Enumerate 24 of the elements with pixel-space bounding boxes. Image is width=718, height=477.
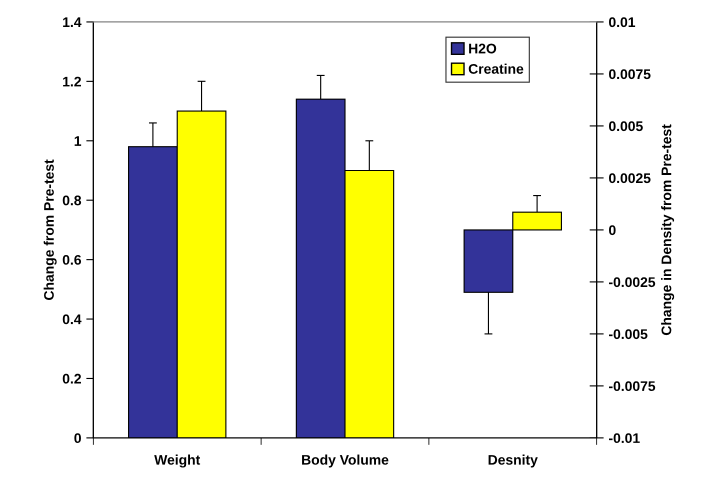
y2-tick-label: 0.0025 (609, 173, 651, 184)
x-tick-label: Weight (154, 454, 200, 468)
y-tick-label: 0 (74, 433, 81, 444)
y2-tick-label: 0.0075 (609, 69, 651, 80)
y-tick-label: 0.6 (62, 254, 82, 265)
y2-tick-label: -0.005 (609, 329, 648, 340)
y-tick-label: 0.2 (62, 374, 81, 384)
legend-label: H2O (469, 44, 496, 54)
y-tick-label: 1.4 (63, 17, 82, 27)
y2-axis-title: Change in Density from Pre-test (661, 124, 674, 336)
y2-tick-label: -0.0025 (609, 277, 656, 288)
y2-tick-label: 0.01 (609, 17, 636, 28)
y2-tick-label: 0.005 (609, 121, 643, 132)
y-tick-label: 1.2 (63, 76, 81, 86)
x-tick-label: Desnity (488, 454, 538, 468)
y2-tick-label: 0 (609, 225, 616, 236)
y-tick-label: 0.4 (62, 314, 82, 324)
y2-tick-label: -0.0075 (609, 381, 656, 392)
x-tick-label: Body Volume (302, 454, 388, 468)
legend-label: Creatine (468, 64, 524, 74)
y-axis-title: Change from Pre-test (44, 159, 57, 300)
y2-tick-label: -0.01 (609, 433, 640, 444)
y-tick-label: 1 (74, 136, 82, 146)
y-tick-label: 0.8 (62, 196, 82, 206)
